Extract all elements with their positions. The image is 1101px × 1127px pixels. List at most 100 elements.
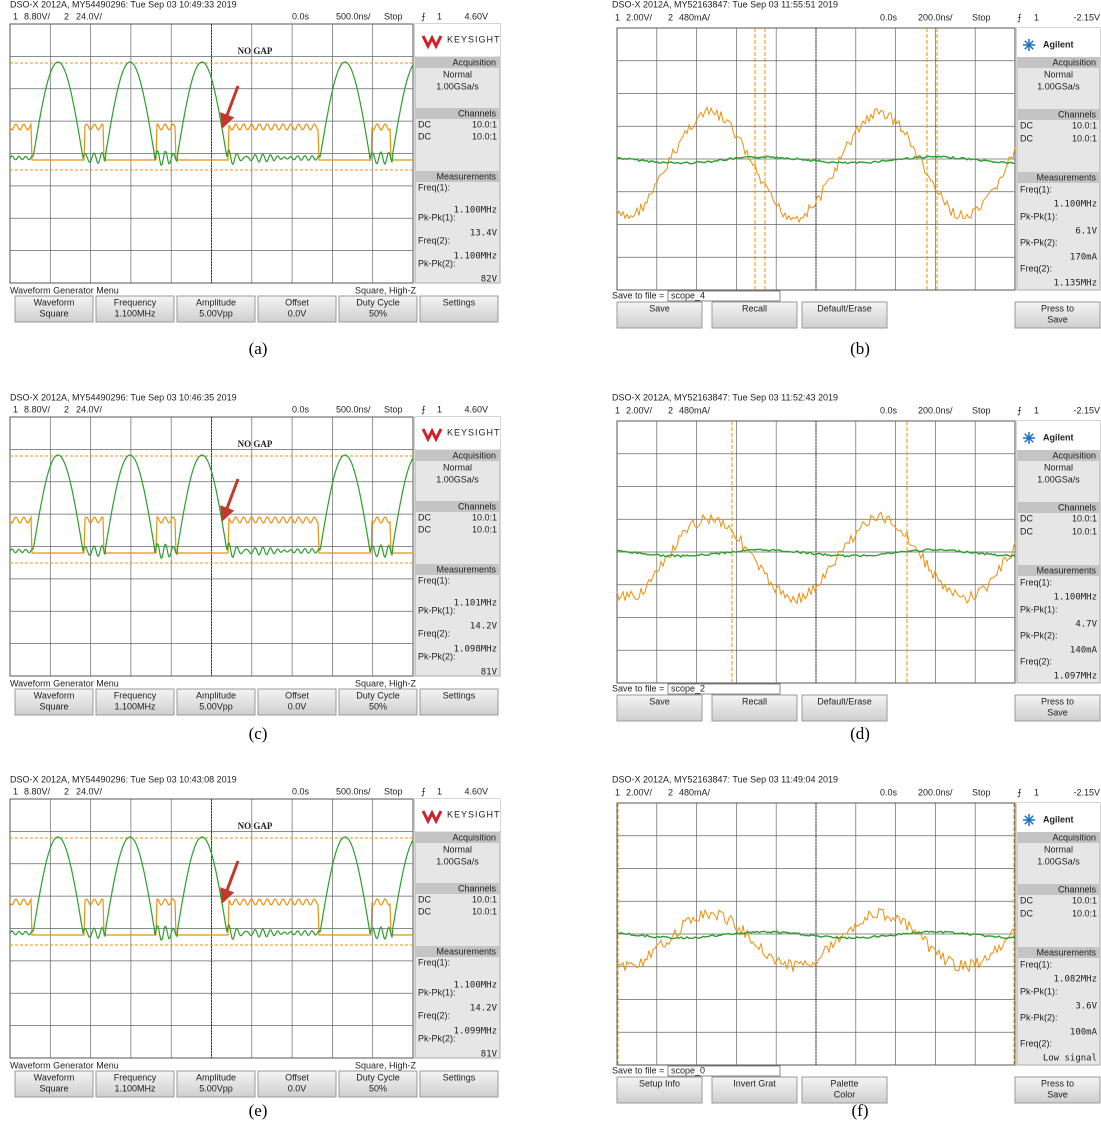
measurement-label: Freq(1): [418, 957, 450, 967]
status-item: 0.0s [292, 404, 310, 414]
softkey-label: Square [39, 1083, 68, 1093]
section-title: Measurements [436, 564, 496, 574]
save-label: Save to file = [612, 290, 664, 300]
status-item: 0.0s [880, 12, 898, 22]
softkey-label: 0.0V [288, 701, 307, 711]
measurement-value: 4.7V [1075, 620, 1097, 630]
measurement-label: Pk-Pk(1): [1020, 986, 1058, 996]
menu-status: Square, High-Z [355, 678, 417, 688]
brand: Agilent [1043, 39, 1074, 49]
softkey-label: Recall [742, 303, 767, 313]
caption: (a) [249, 339, 268, 358]
channel-info: DC [418, 131, 431, 141]
softkey-label: Press to [1041, 303, 1074, 313]
softkey-label: 50% [369, 308, 387, 318]
measurement-label: Pk-Pk(2): [1020, 237, 1058, 247]
measurement-value: Low signal [1043, 1054, 1097, 1064]
measurement-label: Freq(1): [1020, 577, 1052, 587]
acq-info: Normal [1044, 462, 1073, 472]
status-item: 200.0ns/ [918, 405, 953, 415]
softkey-label: Offset [285, 1072, 309, 1082]
channel-info: DC [418, 524, 431, 534]
filename: scope_4 [671, 290, 705, 300]
status-item: 500.0ns/ [336, 11, 371, 21]
acq-info: 1.00GSa/s [436, 474, 479, 484]
softkey-label: Frequency [114, 297, 157, 307]
status-item: 480mA/ [679, 12, 711, 22]
status-item: 8.80V/ [24, 786, 51, 796]
softkey-label: 5.00Vpp [199, 308, 233, 318]
measurement-value: 1.101MHz [454, 599, 497, 609]
measurement-value: 14.2V [470, 1004, 498, 1014]
status-item: 4.60V [464, 786, 488, 796]
status-item: Stop [972, 405, 991, 415]
softkey-label: Offset [285, 297, 309, 307]
softkey-label: 1.100MHz [114, 701, 156, 711]
channel-info: DC [418, 119, 431, 129]
softkey-label: Waveform [34, 297, 75, 307]
annotation: NO GAP [238, 46, 273, 56]
acq-info: 1.00GSa/s [436, 856, 479, 866]
section-title: Measurements [1036, 172, 1096, 182]
status-item: 1 [615, 787, 620, 797]
channel-info: DC [1020, 895, 1033, 905]
section-title: Channels [458, 501, 497, 511]
status-item: 500.0ns/ [336, 404, 371, 414]
status-item: ⨍ [421, 404, 426, 414]
menu-status: Square, High-Z [355, 1060, 417, 1070]
acq-info: 1.00GSa/s [436, 81, 479, 91]
figure: DSO-X 2012A, MY54490296: Tue Sep 03 10:4… [0, 0, 1101, 1127]
status-item: 1 [437, 404, 442, 414]
status-item: 200.0ns/ [918, 787, 953, 797]
softkey-label: Press to [1041, 1078, 1074, 1088]
softkey-label: Save [1047, 707, 1068, 717]
status-item: 4.60V [464, 11, 488, 21]
status-item: 1 [1034, 12, 1039, 22]
channel-info: DC [1020, 120, 1033, 130]
softkey-label: Press to [1041, 696, 1074, 706]
section-title: Channels [1058, 502, 1097, 512]
measurement-value: 1.100MHz [454, 252, 497, 262]
section-title: Acquisition [1052, 450, 1096, 460]
menu-title: Waveform Generator Menu [10, 1060, 119, 1070]
measurement-label: Freq(2): [418, 1010, 450, 1020]
softkey-label: Frequency [114, 690, 157, 700]
channel-info: DC [1020, 513, 1033, 523]
section-title: Measurements [436, 946, 496, 956]
section-title: Channels [458, 883, 497, 893]
measurement-value: 1.100MHz [454, 206, 497, 216]
measurement-value: 170mA [1070, 253, 1098, 263]
status-item: -2.15V [1073, 12, 1100, 22]
channel-info: 10.0:1 [1072, 526, 1097, 536]
measurement-value: 1.097MHz [1054, 672, 1097, 682]
header: DSO-X 2012A, MY54490296: Tue Sep 03 10:4… [10, 774, 237, 784]
measurement-value: 1.100MHz [1054, 593, 1097, 603]
measurement-label: Freq(1): [418, 575, 450, 585]
status-item: ⨍ [421, 786, 426, 796]
measurement-label: Freq(1): [1020, 184, 1052, 194]
measurement-value: 1.100MHz [454, 981, 497, 991]
softkey-label: Setup Info [639, 1078, 680, 1088]
annotation: NO GAP [238, 821, 273, 831]
acq-info: 1.00GSa/s [1037, 856, 1080, 866]
softkey-label: Frequency [114, 1072, 157, 1082]
measurement-label: Pk-Pk(1): [418, 605, 456, 615]
status-item: 2.00V/ [626, 405, 653, 415]
status-item: 24.0V/ [76, 786, 103, 796]
softkey-label: Square [39, 308, 68, 318]
measurement-label: Pk-Pk(1): [1020, 604, 1058, 614]
channel-info: 10.0:1 [1072, 908, 1097, 918]
status-item: Stop [384, 11, 403, 21]
menu-title: Waveform Generator Menu [10, 285, 119, 295]
status-item: 0.0s [880, 787, 898, 797]
softkey-label: Default/Erase [817, 696, 872, 706]
section-title: Measurements [436, 171, 496, 181]
brand: Agilent [1043, 814, 1074, 824]
status-item: 1 [615, 405, 620, 415]
channel-info: DC [1020, 908, 1033, 918]
section-title: Acquisition [1052, 832, 1096, 842]
status-item: Stop [384, 786, 403, 796]
status-item: -2.15V [1073, 787, 1100, 797]
section-title: Measurements [1036, 565, 1096, 575]
channel-info: 10.0:1 [1072, 895, 1097, 905]
